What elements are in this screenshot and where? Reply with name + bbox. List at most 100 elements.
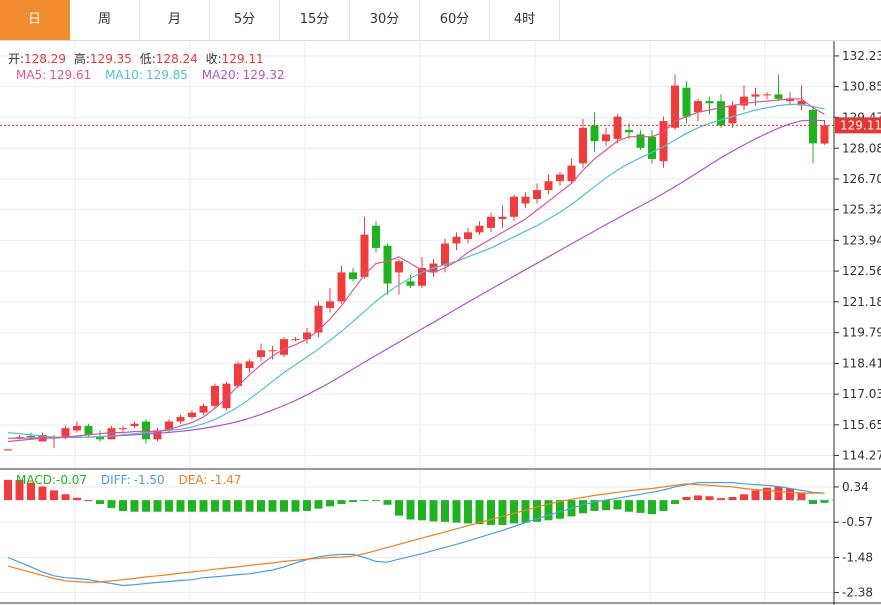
tab-week[interactable]: 周 <box>70 0 140 40</box>
candle <box>383 243 392 295</box>
y-tick-label: 119.79 <box>842 326 881 340</box>
candle <box>268 345 277 360</box>
tab-60min[interactable]: 60分 <box>420 0 490 40</box>
macd-bar <box>429 500 438 522</box>
candle-body <box>602 134 610 142</box>
candle-body <box>786 98 794 102</box>
macd-bar <box>751 490 760 501</box>
candle-body <box>533 190 541 199</box>
ma5-line <box>7 98 825 443</box>
candle-body <box>498 216 507 220</box>
candle-body <box>809 109 817 144</box>
indicator-lines <box>7 98 825 587</box>
macd-bar <box>291 500 300 512</box>
candle <box>96 430 104 442</box>
open-value: 128.29 <box>24 52 66 66</box>
candle <box>717 94 725 128</box>
macd-bar <box>4 479 12 501</box>
macd-bar <box>349 500 357 503</box>
macd-bar <box>84 500 93 502</box>
candle-body <box>475 225 484 233</box>
tab-5min[interactable]: 5分 <box>210 0 280 40</box>
macd-bar <box>648 500 656 515</box>
macd-bar <box>222 500 231 512</box>
candle <box>797 85 806 110</box>
candle <box>406 274 415 288</box>
tab-30min[interactable]: 30分 <box>350 0 420 40</box>
y-tick-label: 132.23 <box>842 49 881 63</box>
macd-bar <box>464 500 472 524</box>
candle-body <box>27 435 35 438</box>
macd-bar <box>303 500 311 511</box>
candle-body <box>682 87 691 117</box>
candle <box>613 114 622 144</box>
candle-body <box>211 385 219 406</box>
macd-bar <box>521 500 530 523</box>
macd-bar <box>142 500 150 512</box>
macd-bar <box>533 500 541 522</box>
candle-body <box>15 437 24 439</box>
candle <box>188 410 196 420</box>
close-label: 收: <box>206 52 222 66</box>
candle-body <box>291 339 300 341</box>
candle <box>740 85 748 110</box>
candle-body <box>487 216 495 228</box>
candle-body <box>728 105 737 124</box>
close-value: 129.11 <box>222 52 264 66</box>
tab-15min[interactable]: 15分 <box>280 0 350 40</box>
candle-body <box>705 101 714 104</box>
macd-bar <box>579 500 587 514</box>
grid-lines <box>0 41 834 603</box>
candle <box>579 118 587 168</box>
candle-body <box>567 165 576 182</box>
tab-day[interactable]: 日 <box>0 0 70 40</box>
candle <box>763 92 771 99</box>
macd-label: MACD: <box>16 473 56 487</box>
candle-body <box>4 449 12 451</box>
candle-body <box>659 121 668 162</box>
y-tick-label: 121.18 <box>842 295 881 309</box>
macd-bar <box>671 500 679 504</box>
candle <box>556 172 564 186</box>
candle-body <box>383 245 392 284</box>
macd-bar <box>188 500 196 512</box>
kline-chart[interactable]: 132.23130.85129.47128.08126.70125.32123.… <box>0 41 881 605</box>
macd-bar <box>119 500 127 511</box>
tab-4hour[interactable]: 4时 <box>490 0 560 40</box>
macd-bar <box>441 500 449 522</box>
y-tick-label: 115.65 <box>842 418 881 432</box>
candle-body <box>349 272 357 280</box>
macd-bar <box>383 500 392 505</box>
macd-bar <box>360 500 369 502</box>
ma10-value: 129.85 <box>146 68 188 82</box>
y-tick-label: 126.70 <box>842 172 881 186</box>
candle <box>130 421 139 429</box>
candle <box>280 336 288 357</box>
candle-body <box>257 350 265 357</box>
candle-body <box>372 225 380 248</box>
tab-month[interactable]: 月 <box>140 0 210 40</box>
candle-body <box>73 425 81 431</box>
candle <box>521 192 530 208</box>
candle-body <box>406 281 415 286</box>
candle-body <box>222 383 231 409</box>
open-label: 开: <box>8 52 24 66</box>
y-tick-label: 117.03 <box>842 387 881 401</box>
macd-tick-label: -0.57 <box>842 515 873 529</box>
macd-bar <box>556 500 564 519</box>
candle <box>372 221 380 253</box>
period-tabs: 日 周 月 5分 15分 30分 60分 4时 <box>0 0 881 41</box>
candle-body <box>671 85 679 128</box>
macd-histogram <box>4 479 829 525</box>
candle <box>809 105 817 164</box>
candle-body <box>464 232 472 240</box>
candle-body <box>648 136 656 159</box>
candle-body <box>337 272 346 302</box>
macd-tick-label: -1.48 <box>842 551 873 565</box>
macd-bar <box>763 487 771 501</box>
candle <box>441 239 449 273</box>
macd-bar <box>475 500 484 525</box>
macd-bar <box>774 486 783 501</box>
candle-body <box>153 430 162 440</box>
macd-bar <box>257 500 265 512</box>
